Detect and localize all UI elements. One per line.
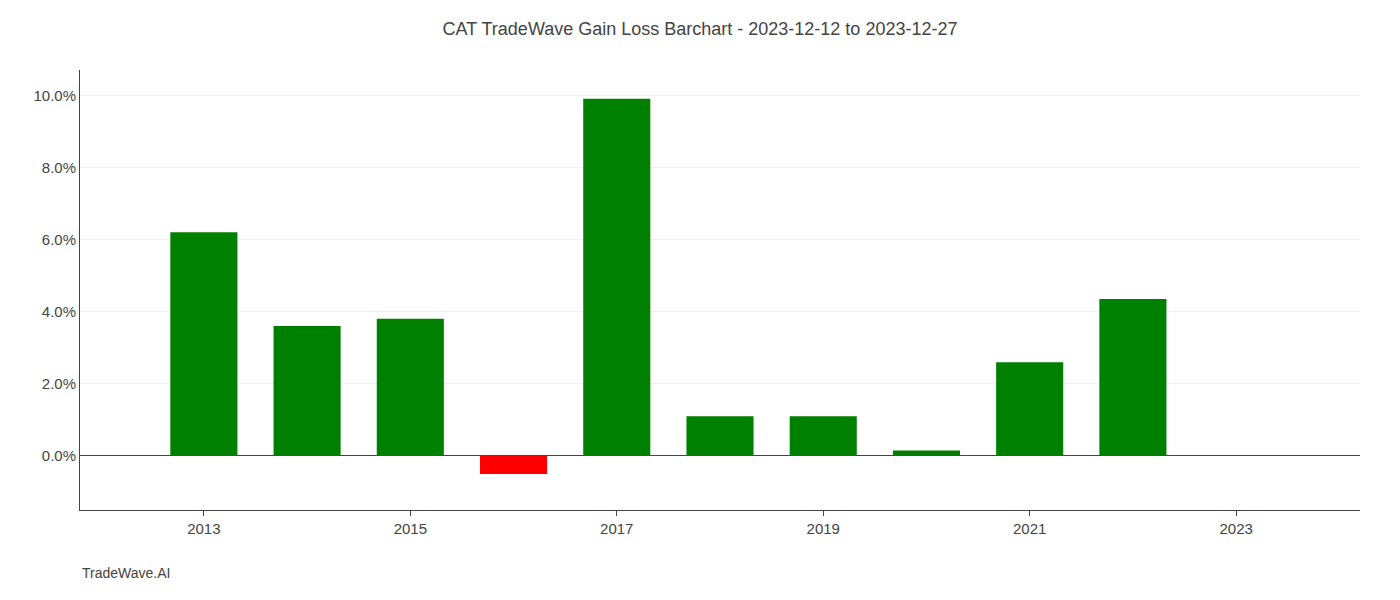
svg-text:8.0%: 8.0% [42, 159, 76, 176]
svg-text:CAT TradeWave Gain Loss Barcha: CAT TradeWave Gain Loss Barchart - 2023-… [443, 19, 958, 39]
svg-text:10.0%: 10.0% [33, 87, 76, 104]
svg-text:2019: 2019 [807, 520, 840, 537]
svg-text:2021: 2021 [1013, 520, 1046, 537]
svg-text:6.0%: 6.0% [42, 231, 76, 248]
svg-text:2013: 2013 [187, 520, 220, 537]
svg-text:2017: 2017 [600, 520, 633, 537]
svg-text:2015: 2015 [394, 520, 427, 537]
svg-text:0.0%: 0.0% [42, 447, 76, 464]
svg-text:4.0%: 4.0% [42, 303, 76, 320]
svg-text:2023: 2023 [1219, 520, 1252, 537]
svg-text:2.0%: 2.0% [42, 375, 76, 392]
svg-text:TradeWave.AI: TradeWave.AI [82, 565, 170, 581]
